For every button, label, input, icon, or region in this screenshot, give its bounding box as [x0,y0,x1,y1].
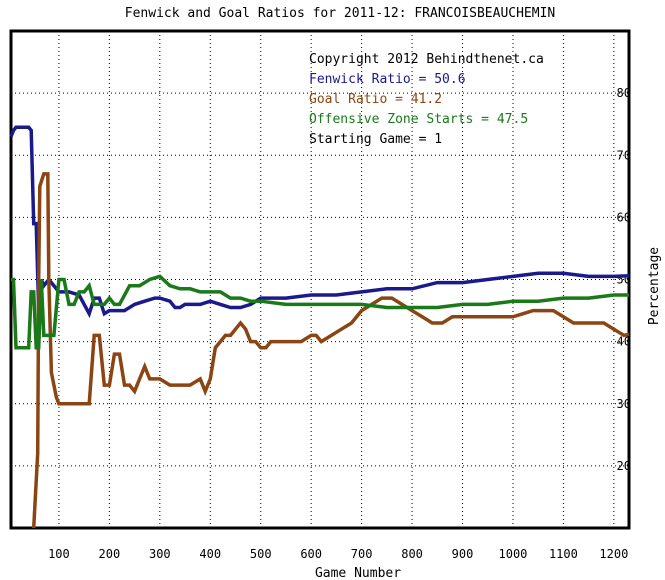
y-tick-label: 30 [617,397,631,411]
x-tick-label: 1200 [599,547,628,561]
legend: Copyright 2012 Behindthenet.ca Fenwick R… [309,52,544,147]
x-axis-label: Game Number [315,566,401,580]
x-tick-label: 700 [351,547,373,561]
series-line-goal-ratio [31,172,630,529]
legend-ozs: Offensive Zone Starts = 47.5 [309,112,528,127]
legend-starting-game: Starting Game = 1 [309,132,442,147]
y-tick-label: 80 [617,86,631,100]
x-tick-label: 1100 [549,547,578,561]
y-tick-label: 40 [617,335,631,349]
x-tick-label: 600 [300,547,322,561]
legend-fenwick: Fenwick Ratio = 50.6 [309,72,466,87]
x-tick-label: 400 [199,547,221,561]
x-tick-label: 500 [250,547,272,561]
y-tick-label: 20 [617,459,631,473]
series-line-offensive-zone-starts [11,274,629,350]
legend-copyright: Copyright 2012 Behindthenet.ca [309,52,544,67]
x-tick-label: 900 [452,547,474,561]
y-tick-label: 70 [617,148,631,162]
ticks: 100 200 300 400 500 600 700 800 900 1000 1100 1200 2… [48,86,631,561]
y-tick-label: 60 [617,210,631,224]
x-tick-label: 300 [149,547,171,561]
legend-goal: Goal Ratio = 41.2 [309,92,442,107]
y-axis-label: Percentage [647,247,662,325]
x-tick-label: 200 [99,547,121,561]
x-tick-label: 1000 [499,547,528,561]
chart-title: Fenwick and Goal Ratios for 2011-12: FRA… [125,6,555,21]
series-lines [9,125,630,529]
x-tick-label: 100 [48,547,70,561]
x-tick-label: 800 [401,547,423,561]
